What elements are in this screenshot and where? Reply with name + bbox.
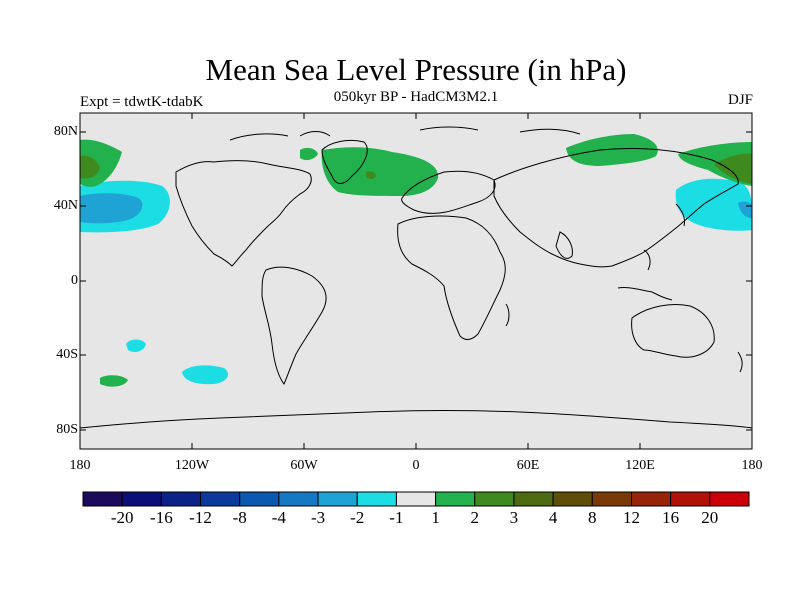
coast-madagascar bbox=[505, 303, 510, 327]
anomaly-s-pacific-3 bbox=[100, 375, 128, 387]
coast-australia bbox=[631, 304, 715, 358]
x-tick-60e: 60E bbox=[516, 458, 540, 473]
anomaly-siberia bbox=[566, 134, 658, 166]
chart-subtitle: 050kyr BP - HadCM3M2.1 bbox=[333, 89, 499, 105]
colorbar-swatch bbox=[160, 491, 202, 507]
colorbar-swatch bbox=[317, 491, 358, 507]
colorbar-label: -3 bbox=[311, 508, 326, 527]
experiment-label: Expt = tdwtK-tdabK bbox=[80, 94, 204, 110]
coast-philippines bbox=[643, 249, 651, 271]
coast-africa bbox=[397, 215, 506, 341]
season-label: DJF bbox=[727, 92, 753, 108]
y-tick-0: 0 bbox=[71, 273, 78, 288]
colorbar-label: 16 bbox=[662, 508, 680, 527]
x-tick-180w: 180 bbox=[69, 458, 91, 473]
coast-india bbox=[555, 231, 573, 259]
coast-north-america bbox=[175, 160, 312, 267]
colorbar-swatch bbox=[709, 491, 750, 507]
x-tick-60w: 60W bbox=[290, 458, 318, 473]
y-tick-80n: 80N bbox=[53, 124, 78, 139]
colorbar bbox=[82, 491, 750, 507]
colorbar-swatch bbox=[670, 491, 711, 507]
colorbar-swatch bbox=[200, 491, 241, 507]
colorbar-swatch bbox=[630, 491, 672, 507]
colorbar-label: 12 bbox=[623, 508, 640, 527]
coastlines bbox=[79, 126, 753, 429]
colorbar-swatch bbox=[356, 491, 397, 507]
anomaly-fields bbox=[80, 134, 752, 387]
anomaly-s-pacific-1 bbox=[182, 365, 229, 385]
axis-ticks bbox=[79, 113, 753, 449]
x-tick-180e: 180 bbox=[741, 458, 763, 473]
colorbar-label: 2 bbox=[470, 508, 480, 527]
coast-europe bbox=[401, 170, 496, 214]
colorbar-label: -12 bbox=[189, 508, 212, 527]
anomaly-arctic-atlantic bbox=[300, 147, 318, 161]
colorbar-label: 8 bbox=[588, 508, 597, 527]
colorbar-label: -16 bbox=[150, 508, 173, 527]
colorbar-swatch bbox=[513, 491, 554, 507]
coast-south-america bbox=[261, 266, 327, 385]
colorbar-swatch bbox=[591, 491, 632, 507]
colorbar-label: 20 bbox=[701, 508, 719, 527]
coast-greenland bbox=[321, 139, 368, 184]
y-tick-80s: 80S bbox=[56, 422, 78, 437]
x-tick-0: 0 bbox=[412, 458, 420, 473]
colorbar-label: -8 bbox=[232, 508, 247, 527]
colorbar-label: 3 bbox=[509, 508, 519, 527]
coast-arctic-islands bbox=[229, 126, 581, 141]
y-tick-40n: 40N bbox=[53, 198, 78, 213]
colorbar-swatch bbox=[121, 491, 162, 507]
chart-title: Mean Sea Level Pressure (in hPa) bbox=[205, 52, 627, 87]
colorbar-label: -2 bbox=[350, 508, 365, 527]
colorbar-label: -1 bbox=[389, 508, 404, 527]
anomaly-greenland-core bbox=[366, 171, 376, 179]
colorbar-label: 1 bbox=[431, 508, 440, 527]
colorbar-label: -4 bbox=[271, 508, 286, 527]
colorbar-swatch bbox=[82, 491, 123, 507]
colorbar-swatch bbox=[552, 491, 593, 507]
coast-asia bbox=[493, 147, 739, 268]
y-tick-40s: 40S bbox=[56, 347, 78, 362]
colorbar-swatch bbox=[435, 491, 476, 507]
x-tick-120e: 120E bbox=[625, 458, 655, 473]
colorbar-label: 4 bbox=[548, 508, 558, 527]
anomaly-s-pacific-2 bbox=[126, 339, 146, 352]
anomaly-bering-west-core bbox=[80, 155, 100, 179]
anomaly-greenland bbox=[321, 147, 439, 196]
colorbar-swatch bbox=[395, 491, 437, 507]
colorbar-label: -20 bbox=[110, 508, 134, 527]
x-tick-120w: 120W bbox=[174, 458, 210, 473]
coast-japan bbox=[675, 203, 685, 227]
colorbar-swatch bbox=[278, 491, 319, 507]
coast-antarctica bbox=[79, 410, 753, 429]
coast-indonesia bbox=[617, 287, 673, 301]
colorbar-swatch bbox=[239, 491, 280, 507]
coast-new-zealand bbox=[737, 351, 743, 373]
anomaly-bering-east-core bbox=[714, 153, 752, 184]
colorbar-swatch bbox=[474, 491, 515, 507]
anomaly-nw-pacific bbox=[675, 178, 752, 231]
anomaly-ne-pacific-core bbox=[80, 193, 143, 224]
